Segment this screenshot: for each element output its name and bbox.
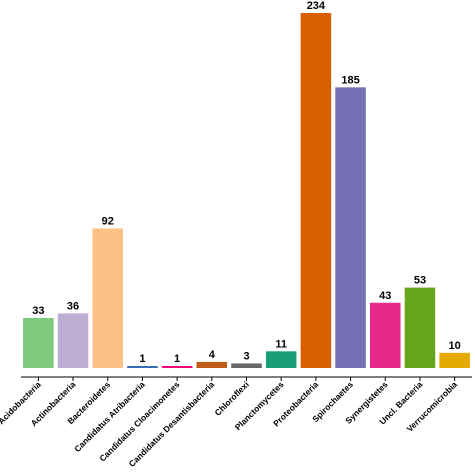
value-label: 11 (275, 338, 287, 350)
bar-uncl-bacteria (404, 287, 436, 368)
value-label: 1 (139, 353, 145, 365)
bar-verrucomicrobia (439, 352, 470, 368)
bar-bacteroidetes (92, 228, 123, 368)
value-label: 234 (307, 0, 326, 12)
bar-acidobacteria (23, 317, 54, 368)
bars-group (23, 13, 470, 368)
bar-planctomycetes (265, 351, 297, 368)
value-label: 36 (67, 300, 79, 312)
x-ticks-group (37, 377, 456, 381)
bar-proteobacteria (300, 13, 332, 368)
value-label: 3 (243, 350, 249, 362)
bar-candidatus-cloacimonetes (161, 366, 193, 368)
bar-spirochaetes (335, 87, 366, 368)
value-label: 4 (209, 349, 216, 361)
x-tick-labels-group: AcidobacteriaActinobacteriaBacteroidetes… (0, 379, 459, 469)
x-tick-label: Candidatus Atribacteria (72, 379, 147, 454)
value-label: 33 (32, 305, 44, 317)
value-label: 53 (414, 275, 426, 287)
value-label: 92 (102, 215, 114, 227)
bar-candidatus-atribacteria (127, 366, 158, 368)
value-label: 43 (379, 290, 391, 302)
bar-candidatus-desantisbacteria (196, 361, 228, 368)
bar-synergistetes (370, 302, 401, 368)
bar-chloroflexi (231, 363, 262, 368)
bar-actinobacteria (57, 313, 89, 368)
value-label: 185 (341, 74, 359, 86)
value-label: 10 (449, 340, 461, 352)
value-label: 1 (174, 353, 180, 365)
